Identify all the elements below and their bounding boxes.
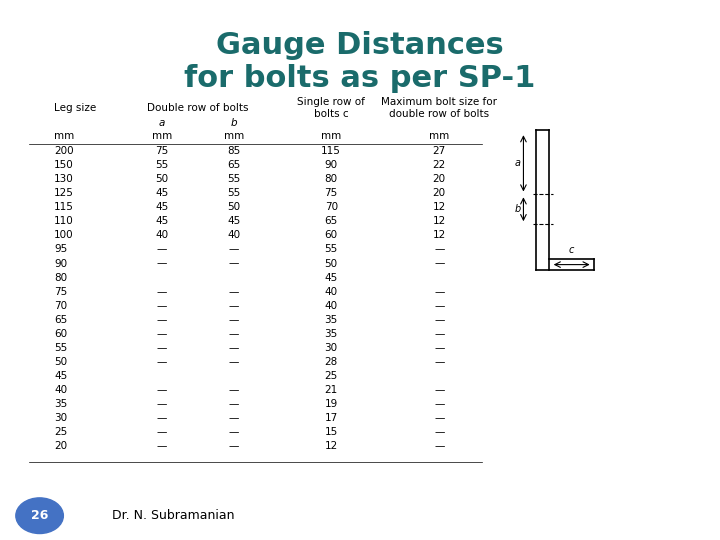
Text: 55: 55 [54,343,67,353]
Text: —: — [229,287,239,296]
Text: —: — [434,329,444,339]
Text: —: — [157,399,167,409]
Text: 17: 17 [325,413,338,423]
Text: 45: 45 [325,273,338,282]
Text: 60: 60 [325,231,338,240]
Text: 26: 26 [31,509,48,522]
Text: —: — [229,413,239,423]
Text: 45: 45 [228,217,240,226]
Text: —: — [434,427,444,437]
Text: —: — [434,301,444,310]
Text: 50: 50 [228,202,240,212]
Text: —: — [229,427,239,437]
Text: Dr. N. Subramanian: Dr. N. Subramanian [112,509,234,522]
Text: 45: 45 [156,217,168,226]
Text: 28: 28 [325,357,338,367]
Text: —: — [157,315,167,325]
Text: —: — [434,385,444,395]
Text: 27: 27 [433,146,446,156]
Circle shape [16,498,63,534]
Text: 22: 22 [433,160,446,170]
Text: —: — [157,413,167,423]
Text: 70: 70 [325,202,338,212]
Text: —: — [229,301,239,310]
Text: 50: 50 [325,259,338,268]
Text: 45: 45 [156,188,168,198]
Text: 55: 55 [228,174,240,184]
Text: 90: 90 [325,160,338,170]
Text: 50: 50 [156,174,168,184]
Text: mm: mm [54,131,74,141]
Text: —: — [229,385,239,395]
Text: a: a [159,118,165,128]
Text: 50: 50 [54,357,67,367]
Text: for bolts as per SP-1: for bolts as per SP-1 [184,64,536,93]
Text: mm: mm [321,131,341,141]
Text: —: — [434,357,444,367]
Text: mm: mm [152,131,172,141]
Text: —: — [157,259,167,268]
Text: 40: 40 [325,287,338,296]
Text: 65: 65 [54,315,67,325]
Text: —: — [229,343,239,353]
Text: b: b [515,204,521,214]
Text: a: a [515,158,521,168]
Text: —: — [434,441,444,451]
Text: 12: 12 [433,202,446,212]
Text: Leg size: Leg size [54,103,96,113]
Text: —: — [157,385,167,395]
Text: 40: 40 [325,301,338,310]
Text: 200: 200 [54,146,73,156]
Text: 75: 75 [54,287,67,296]
Text: —: — [157,357,167,367]
Text: 12: 12 [325,441,338,451]
Text: 75: 75 [325,188,338,198]
Text: 45: 45 [54,371,67,381]
Text: 55: 55 [228,188,240,198]
Text: 30: 30 [325,343,338,353]
Text: 35: 35 [325,315,338,325]
Text: —: — [229,315,239,325]
Text: 12: 12 [433,217,446,226]
Text: 125: 125 [54,188,74,198]
Text: 20: 20 [433,174,446,184]
Text: —: — [229,259,239,268]
Text: 150: 150 [54,160,73,170]
Text: —: — [434,315,444,325]
Text: —: — [157,441,167,451]
Text: 45: 45 [156,202,168,212]
Text: 85: 85 [228,146,240,156]
Text: 20: 20 [54,441,67,451]
Text: —: — [434,287,444,296]
Text: —: — [157,287,167,296]
Text: 40: 40 [156,231,168,240]
Text: 55: 55 [156,160,168,170]
Text: 130: 130 [54,174,73,184]
Text: —: — [434,245,444,254]
Text: 20: 20 [433,188,446,198]
Text: 70: 70 [54,301,67,310]
Text: 65: 65 [325,217,338,226]
Text: 100: 100 [54,231,73,240]
Text: 80: 80 [325,174,338,184]
Text: 110: 110 [54,217,73,226]
Text: 80: 80 [54,273,67,282]
Text: 115: 115 [54,202,74,212]
Text: 35: 35 [54,399,67,409]
Text: —: — [157,245,167,254]
Text: —: — [434,399,444,409]
Text: 21: 21 [325,385,338,395]
Text: 19: 19 [325,399,338,409]
Text: Gauge Distances: Gauge Distances [216,31,504,60]
Text: c: c [569,245,575,255]
Text: —: — [229,245,239,254]
Text: —: — [229,399,239,409]
Text: —: — [434,413,444,423]
Text: 60: 60 [54,329,67,339]
Text: 65: 65 [228,160,240,170]
Text: 35: 35 [325,329,338,339]
Text: 55: 55 [325,245,338,254]
Text: 40: 40 [228,231,240,240]
Text: 90: 90 [54,259,67,268]
